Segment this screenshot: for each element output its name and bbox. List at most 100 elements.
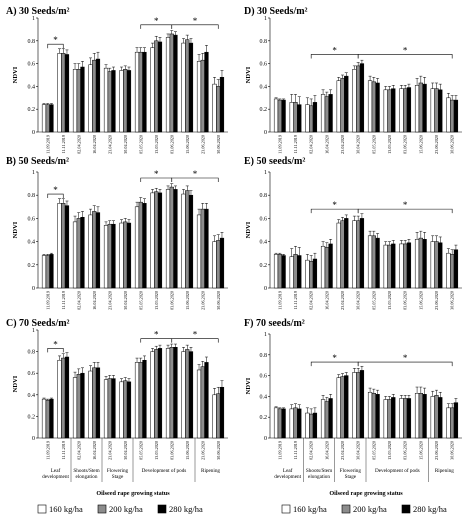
bar: [88, 214, 93, 289]
bar: [72, 69, 78, 133]
x-tick-label: 02.04.2020: [76, 441, 81, 460]
x-tick-label: 11.11.2019: [293, 291, 298, 310]
x-tick-label: 03.06.2020: [403, 291, 408, 310]
x-tick-label: 11.11.2019: [293, 135, 298, 154]
bar: [336, 377, 341, 439]
bar: [450, 254, 455, 289]
bar: [45, 255, 50, 289]
y-tick-label: 1: [32, 328, 35, 334]
bar: [320, 245, 326, 289]
significance-star: *: [332, 45, 337, 55]
significance-star: *: [332, 200, 337, 210]
legend-swatch: [37, 504, 47, 514]
bar: [181, 193, 186, 289]
bar: [328, 398, 333, 439]
y-tick-label: 0.4: [28, 240, 36, 246]
bar: [49, 398, 54, 439]
bar: [367, 80, 373, 133]
bar: [414, 239, 420, 289]
x-tick-label: 30.04.2020: [356, 291, 361, 310]
stage-label: development: [42, 474, 69, 480]
bar: [123, 69, 128, 133]
x-tick-label: 30.06.2020: [216, 291, 221, 310]
x-tick-label: 30.06.2020: [216, 135, 221, 154]
chart-title: F) 70 seeds/m²: [244, 318, 305, 329]
bar: [422, 239, 427, 289]
bar: [188, 194, 194, 289]
bar: [185, 39, 190, 133]
bar: [320, 399, 326, 439]
bar: [111, 378, 116, 439]
x-tick-label: 11.11.2019: [61, 135, 66, 154]
bar: [391, 397, 396, 439]
bar: [422, 394, 427, 439]
bar: [312, 102, 318, 133]
x-tick-label: 15.06.2020: [185, 135, 190, 154]
x-tick-label: 16.04.2020: [324, 291, 329, 310]
bar: [387, 244, 392, 289]
bar: [92, 59, 97, 133]
bar: [45, 104, 50, 133]
bar: [446, 407, 451, 439]
x-tick-label: 03.06.2020: [403, 441, 408, 460]
bar: [126, 381, 132, 439]
y-tick-label: 0.8: [260, 39, 268, 45]
significance-bracket: [171, 338, 219, 343]
bar: [422, 83, 427, 133]
legend-label: 200 kg/ha: [353, 504, 387, 514]
bar: [336, 80, 341, 133]
x-tick-label: 30.06.2020: [216, 441, 221, 460]
bar: [200, 366, 205, 439]
bar: [150, 351, 155, 439]
bar: [293, 254, 298, 289]
y-tick-label: 0.2: [260, 263, 268, 269]
stage-label: Stage: [345, 474, 357, 480]
y-tick-label: 1: [264, 170, 267, 176]
bar: [430, 241, 435, 289]
significance-bracket: [171, 177, 219, 182]
bar: [375, 237, 380, 289]
bar: [356, 65, 361, 133]
bar: [185, 190, 190, 289]
bar: [92, 367, 97, 439]
chart-panel-2: B) 50 Seeds/m² NDVI 0 0.2 0.4 0.6 0.8 1 11.09.20…: [6, 156, 228, 310]
bar: [165, 348, 171, 439]
bar: [383, 89, 388, 133]
x-tick-label: 11.09.2019: [277, 291, 282, 310]
x-tick-label: 11.11.2019: [61, 441, 66, 460]
legend-2: 160 kg/ha 200 kg/ha 280 kg/ha: [281, 504, 447, 514]
bar: [375, 82, 380, 133]
bar: [185, 349, 190, 439]
y-tick-label: 0.6: [28, 62, 36, 68]
legend-swatch: [401, 504, 411, 514]
bar: [49, 254, 54, 289]
bar: [297, 408, 302, 439]
bar: [142, 51, 147, 133]
bar: [359, 218, 365, 289]
x-tick-label: 23.04.2020: [107, 441, 112, 460]
bar: [406, 87, 412, 133]
y-tick-label: 0.8: [28, 39, 36, 45]
y-axis-label: NDVI: [12, 66, 19, 83]
y-tick-label: 0.8: [28, 350, 36, 356]
x-tick-label: 05.05.2020: [138, 135, 143, 154]
bar: [165, 37, 171, 133]
bar: [154, 349, 159, 439]
legend-swatch: [97, 504, 107, 514]
bar: [107, 223, 112, 289]
significance-bracket: [357, 361, 453, 367]
bar: [80, 372, 85, 439]
chart-panel-1: A) 30 Seeds/m² NDVI 0 0.2 0.4 0.6 0.8 1 11.09.20…: [6, 6, 228, 154]
bar: [281, 99, 286, 133]
bar: [273, 407, 279, 439]
bar: [169, 186, 174, 289]
x-tick-label: 15.06.2020: [418, 291, 423, 310]
legend-label: 160 kg/ha: [293, 504, 327, 514]
bar: [150, 47, 155, 133]
bar: [196, 61, 202, 133]
bar: [305, 104, 310, 133]
bar: [399, 243, 404, 289]
x-tick-label: 23.06.2020: [434, 135, 439, 154]
bar: [204, 51, 209, 133]
significance-star: *: [403, 200, 408, 210]
